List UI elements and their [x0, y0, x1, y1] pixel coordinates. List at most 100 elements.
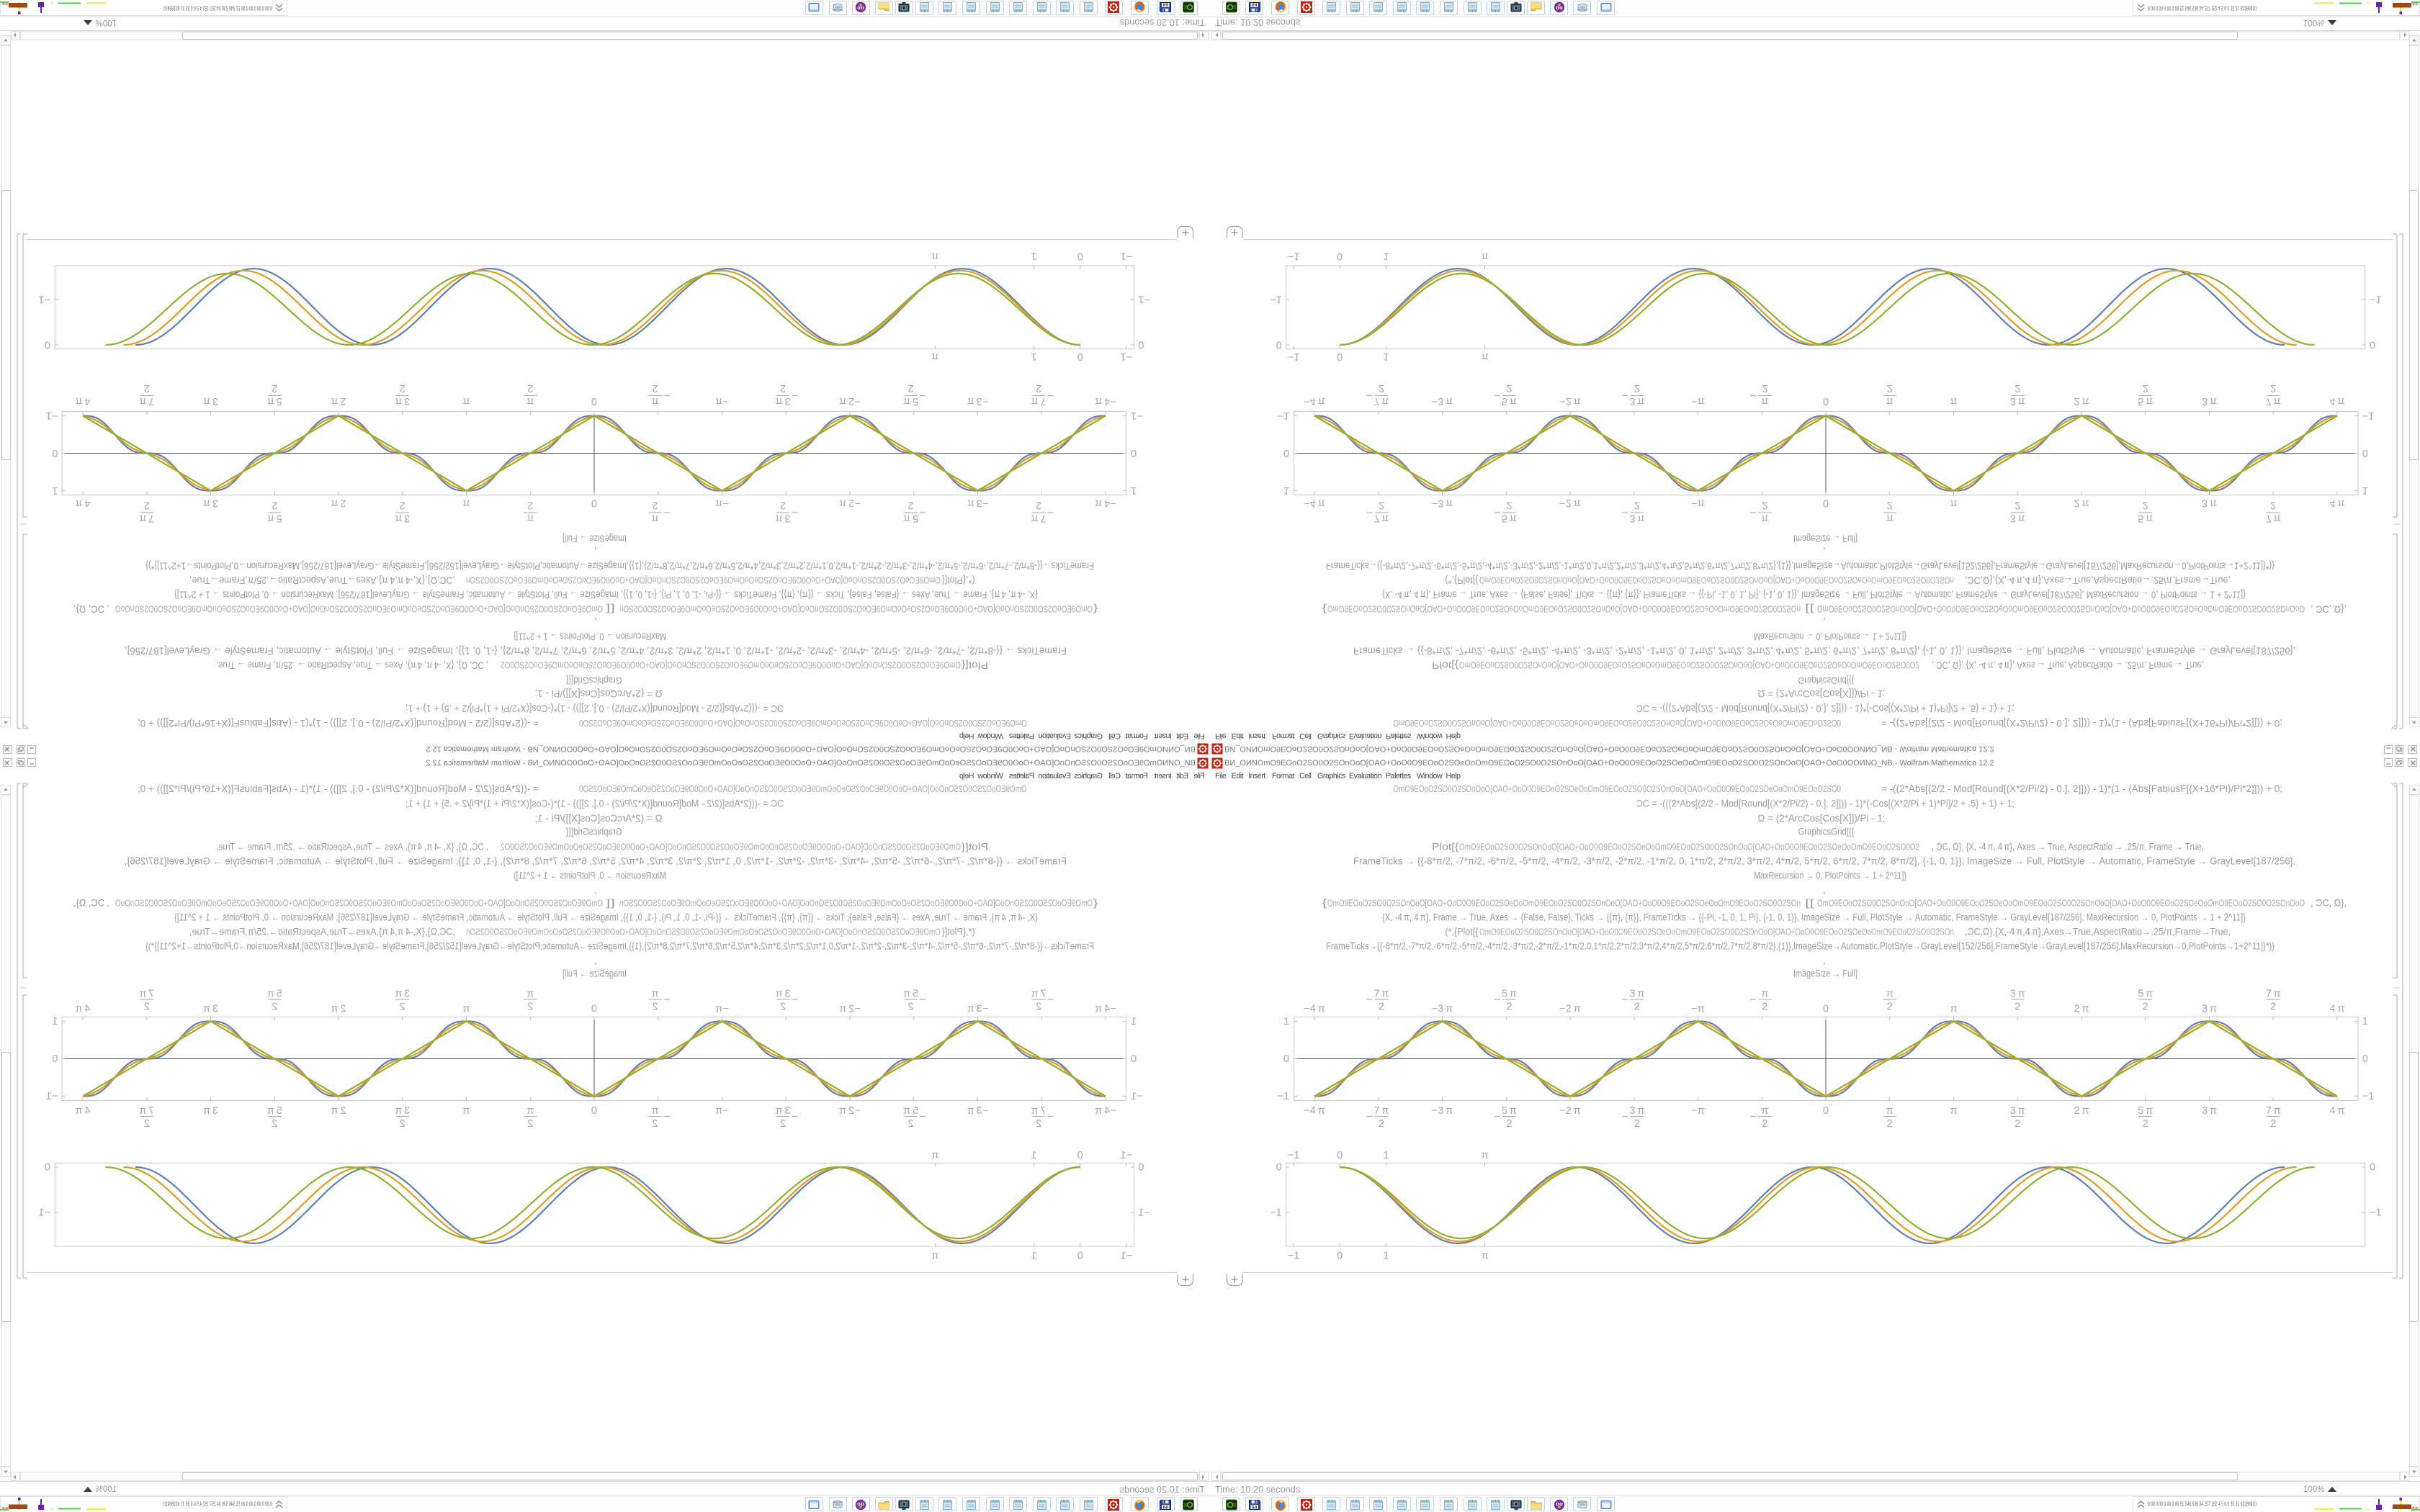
svg-text:{X, -4 π, 4 π}, Frame → True,: {X, -4 π, 4 π}, Frame → True, Axes → {Fa…: [174, 590, 1038, 600]
svg-text:Plot[{: Plot[{: [961, 660, 988, 671]
svg-text:π: π: [1886, 989, 1894, 1000]
svg-text:3 π: 3 π: [2202, 395, 2217, 407]
svg-text:1: 1: [52, 1016, 58, 1027]
svg-text:OmO9EOoO2SO0O2SOnOoO[OAO+OoO0O: OmO9EOoO2SO0O2SOnOoO[OAO+OoO0O9EOoO2SOeO…: [466, 575, 941, 586]
svg-text:2 π: 2 π: [331, 1105, 346, 1117]
svg-text:−1: −1: [1138, 1207, 1150, 1218]
svg-text:3 π: 3 π: [395, 1105, 410, 1117]
svg-text:3 π: 3 π: [203, 498, 218, 509]
svg-text:0: 0: [1283, 1053, 1289, 1065]
svg-text:−2 π: −2 π: [839, 1004, 860, 1015]
svg-text:4 π: 4 π: [2330, 395, 2345, 407]
svg-text:−3 π: −3 π: [1432, 1004, 1453, 1015]
svg-text:−1: −1: [2362, 1091, 2375, 1102]
svg-text:2: 2: [908, 1118, 914, 1130]
svg-text:1: 1: [1031, 351, 1037, 362]
svg-text:2: 2: [400, 1118, 405, 1130]
svg-text:OmO9EOoO2SO0O2SOnOoO[OAO+OoO0O: OmO9EOoO2SO0O2SOnOoO[OAO+OoO0O9EOoO2SOeO…: [115, 604, 603, 615]
svg-text:−3 π: −3 π: [967, 1004, 988, 1015]
svg-text:5 π: 5 π: [267, 989, 282, 1000]
svg-text:−2 π: −2 π: [1559, 498, 1580, 509]
svg-text:OmO9EOoO2SO0O2SOnOoO[OAO+OoO0O: OmO9EOoO2SO0O2SOnOoO[OAO+OoO0O9EOoO2SOeO…: [1393, 783, 1841, 794]
svg-text:7 π: 7 π: [1373, 513, 1389, 524]
svg-text:5 π: 5 π: [2138, 989, 2153, 1000]
svg-text:ImageSize → Full]: ImageSize → Full]: [563, 968, 627, 979]
svg-text:1: 1: [1031, 251, 1037, 262]
svg-text:−4 π: −4 π: [1095, 498, 1116, 509]
svg-text:2: 2: [1036, 1118, 1041, 1130]
svg-text:−4 π: −4 π: [1304, 1004, 1325, 1015]
svg-text:OmO9EOoO2SO0O2SOnOoO[OAO+OoO0O: OmO9EOoO2SO0O2SOnOoO[OAO+OoO0O9EOoO2SOeO…: [1479, 575, 1954, 586]
svg-text:2: 2: [527, 1118, 533, 1130]
svg-text:3 π: 3 π: [1629, 513, 1644, 524]
svg-text:{: {: [1093, 604, 1098, 615]
svg-text:,: ,: [594, 885, 597, 896]
svg-text:5 π: 5 π: [1502, 395, 1517, 407]
svg-text:OmO9EOoO2SO0O2SOnOoO[OAO+OoO0O: OmO9EOoO2SO0O2SOnOoO[OAO+OoO0O9EOoO2SOeO…: [466, 927, 941, 937]
svg-text:4 π: 4 π: [76, 1105, 91, 1117]
svg-text:FrameTicks → {{-8*π/2, -7*π/2,: FrameTicks → {{-8*π/2, -7*π/2, -6*π/2, -…: [125, 856, 1067, 867]
svg-text:= -((2*Abs[(2/2 - Mod[Round[(X: = -((2*Abs[(2/2 - Mod[Round[(X*2/Pi/2) -…: [1881, 783, 2282, 794]
svg-text:π: π: [462, 395, 470, 407]
svg-text:−3 π: −3 π: [967, 498, 988, 509]
svg-text:MaxRecursion → 0, PlotPoints →: MaxRecursion → 0, PlotPoints → 1 + 2^11]…: [1754, 631, 1906, 642]
svg-text:,ƆC,Ω},{X,-4 π,4 π},Axes→True,: ,ƆC,Ω},{X,-4 π,4 π},Axes→True,AspectRati…: [189, 927, 455, 937]
svg-text:0: 0: [1138, 1161, 1144, 1173]
svg-text:0.00 0.00 0.00 0.00 51 546: 0.00 0.00 0.00 0.00 51 546 536 34 257 15…: [2148, 5, 2257, 12]
svg-text:GraphicsGrid[{{: GraphicsGrid[{{: [1798, 827, 1855, 837]
svg-text:OmO9EOoO2SO0O2SOnOoO[OAO+OoO0O: OmO9EOoO2SO0O2SOnOoO[OAO+OoO0O9EOoO2SOeO…: [1327, 604, 1801, 615]
svg-text:0: 0: [591, 498, 597, 509]
svg-text:2 π: 2 π: [331, 498, 346, 509]
svg-text:π: π: [526, 1105, 534, 1117]
svg-text:−1: −1: [1288, 1251, 1300, 1262]
svg-text:2: 2: [1634, 1002, 1640, 1013]
svg-text:π: π: [526, 395, 534, 407]
svg-text:(*,{Plot[{: (*,{Plot[{: [941, 575, 974, 586]
svg-text:2: 2: [2270, 1118, 2276, 1130]
svg-text:(*,{Plot[{: (*,{Plot[{: [1445, 575, 1478, 586]
svg-text:0: 0: [2370, 1161, 2375, 1173]
svg-text:OmO9EOoO2SO0O2SOnOoO[OAO+OoO0O: OmO9EOoO2SO0O2SOnOoO[OAO+OoO0O9EOoO2SOeO…: [501, 842, 961, 852]
svg-text:0: 0: [1077, 1150, 1083, 1161]
svg-text:[[: [[: [1805, 604, 1814, 615]
svg-text:2: 2: [2143, 382, 2148, 394]
svg-text:, ƆC, Ω}, {X, -4 π, 4 π}, Axes: , ƆC, Ω}, {X, -4 π, 4 π}, Axes → True, A…: [216, 842, 488, 852]
svg-text:−4 π: −4 π: [1095, 1004, 1116, 1015]
svg-text:2: 2: [527, 500, 533, 511]
svg-text:0: 0: [1276, 1161, 1282, 1173]
svg-text:4 π: 4 π: [76, 395, 91, 407]
svg-text:64: 64: [1252, 1505, 1258, 1510]
svg-text:{X, -4 π, 4 π}, Frame → True,: {X, -4 π, 4 π}, Frame → True, Axes → {Fa…: [1382, 590, 2246, 600]
svg-text:ƆC = -(((2*Abs[(2/2 - Mod[Roun: ƆC = -(((2*Abs[(2/2 - Mod[Round[(X*2/Pi/…: [1636, 703, 2015, 714]
svg-text:2: 2: [144, 382, 150, 394]
svg-text:(*,{Plot[{: (*,{Plot[{: [941, 927, 974, 937]
svg-text:0: 0: [591, 1105, 597, 1117]
svg-text:ImageSize → Full]: ImageSize → Full]: [1793, 534, 1857, 544]
svg-text:1: 1: [1383, 1251, 1389, 1262]
svg-text:, ƆC, Ω},: , ƆC, Ω},: [2311, 604, 2347, 615]
svg-text:,ƆC,Ω},{X,-4 π,4 π},Axes→True,: ,ƆC,Ω},{X,-4 π,4 π},Axes→True,AspectRati…: [189, 575, 455, 586]
svg-text:−2 π: −2 π: [839, 498, 860, 509]
svg-text:{X, -4 π, 4 π}, Frame → True,: {X, -4 π, 4 π}, Frame → True, Axes → {Fa…: [174, 912, 1038, 923]
svg-text:π: π: [1482, 251, 1489, 262]
svg-text:2: 2: [908, 1002, 914, 1013]
svg-text:2 π: 2 π: [2074, 498, 2089, 509]
svg-text:2: 2: [2015, 382, 2020, 394]
svg-text:2: 2: [1379, 500, 1384, 511]
svg-text:ImageSize → Full]: ImageSize → Full]: [563, 534, 627, 544]
svg-text:0: 0: [1823, 1004, 1829, 1015]
svg-text:3 π: 3 π: [395, 513, 410, 524]
svg-text:π: π: [1761, 1105, 1768, 1117]
svg-text:π: π: [462, 1105, 470, 1117]
svg-text:MaxRecursion → 0, PlotPoints →: MaxRecursion → 0, PlotPoints → 1 + 2^11]…: [1754, 870, 1906, 881]
svg-text:−1: −1: [1288, 1150, 1300, 1161]
svg-text:2: 2: [2270, 382, 2276, 394]
svg-text:2: 2: [1379, 1118, 1384, 1130]
svg-text:2: 2: [2015, 1118, 2020, 1130]
svg-text:−4 π: −4 π: [1304, 395, 1325, 407]
svg-text:7 π: 7 π: [1031, 1105, 1047, 1117]
svg-text:3 π: 3 π: [2010, 513, 2025, 524]
svg-text:7 π: 7 π: [1373, 1105, 1389, 1117]
svg-text:0: 0: [1276, 339, 1282, 351]
svg-text:GraphicsGrid[{{: GraphicsGrid[{{: [565, 827, 622, 837]
